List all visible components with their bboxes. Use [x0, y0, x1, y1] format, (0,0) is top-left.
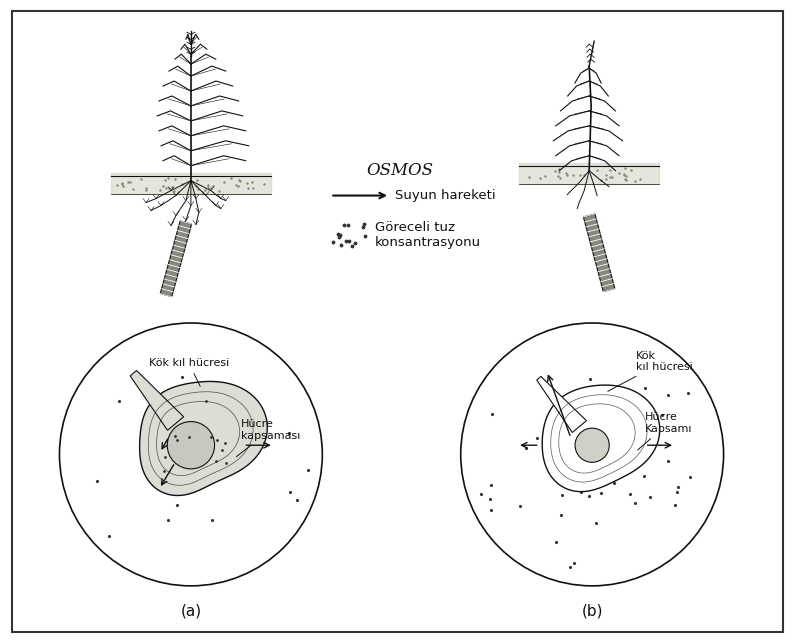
Text: OSMOS: OSMOS: [366, 162, 433, 179]
Text: Hücre
Kapsamı: Hücre Kapsamı: [638, 412, 692, 450]
Text: Kök kıl hücresi: Kök kıl hücresi: [149, 358, 229, 386]
Text: Hücre
kapsaması: Hücre kapsaması: [236, 419, 301, 457]
Text: Suyun hareketi: Suyun hareketi: [395, 189, 495, 202]
Polygon shape: [161, 221, 192, 296]
Text: Kök
kıl hücresi: Kök kıl hücresi: [607, 350, 692, 392]
Text: (a): (a): [180, 604, 201, 619]
Polygon shape: [537, 376, 587, 433]
Polygon shape: [140, 381, 267, 496]
Text: Göreceli tuz
konsantrasyonu: Göreceli tuz konsantrasyonu: [375, 221, 481, 249]
Polygon shape: [584, 214, 615, 292]
Polygon shape: [542, 385, 660, 492]
Polygon shape: [130, 370, 184, 430]
Circle shape: [461, 323, 723, 586]
Text: (b): (b): [581, 604, 603, 619]
Circle shape: [167, 422, 215, 469]
Circle shape: [60, 323, 322, 586]
Circle shape: [575, 428, 609, 462]
